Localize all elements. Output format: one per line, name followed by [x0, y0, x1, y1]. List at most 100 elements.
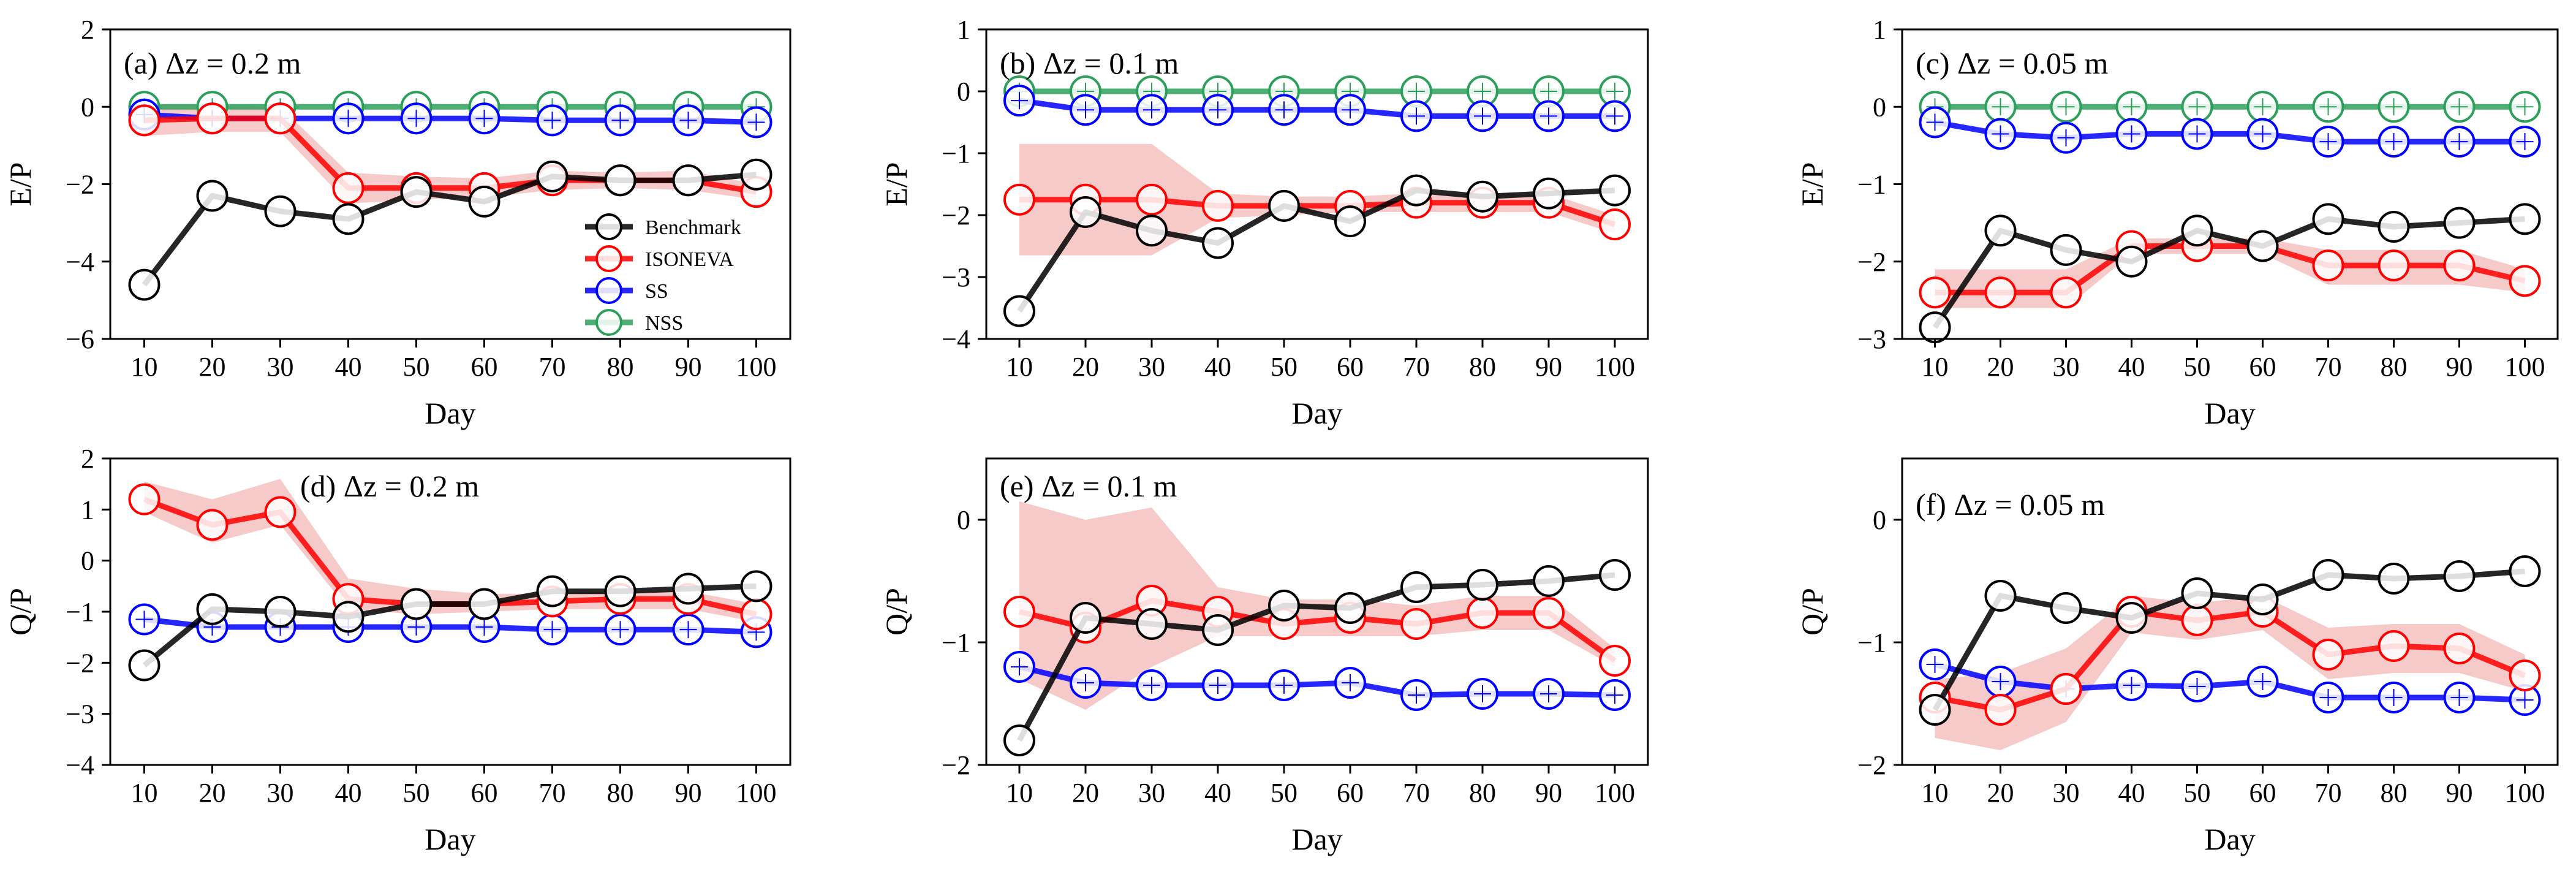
point-benchmark — [332, 601, 364, 633]
legend: Benchmark ISONEVA SS NSS — [585, 213, 741, 336]
y-tick-label: −2 — [1857, 750, 1886, 780]
point-benchmark — [1599, 174, 1631, 207]
series-line-ss — [1018, 664, 1615, 698]
x-tick-label: 20 — [1072, 778, 1099, 808]
panel-5: 10 20 30 40 50 60 70 80 90 100 −2 −1 0 Day Q/P (e) Δz =… — [879, 457, 1649, 856]
x-tick-label: 60 — [1337, 778, 1364, 808]
x-tick-label: 30 — [1138, 778, 1165, 808]
x-tick-label: 70 — [1403, 778, 1430, 808]
y-axis-label: Q/P — [3, 588, 37, 636]
y-tick-label: 2 — [81, 15, 94, 45]
panel-1: 10 20 30 40 50 60 70 80 90 100 −6 −4 −2 0 2 Day E/P (a) Δ… — [3, 15, 791, 430]
series-line-benchmark — [142, 583, 757, 667]
x-tick-label: 40 — [2118, 352, 2145, 382]
x-tick-label: 40 — [1204, 778, 1231, 808]
point-isoneva — [2181, 604, 2213, 636]
panel-label: (f) Δz = 0.05 m — [1916, 487, 2105, 522]
x-tick-label: 30 — [2053, 778, 2080, 808]
point-benchmark — [1003, 295, 1035, 327]
y-axis-label: E/P — [879, 162, 913, 206]
series-line-benchmark — [1017, 572, 1615, 742]
point-isoneva — [2050, 276, 2082, 309]
x-axis-label: Day — [425, 396, 475, 430]
point-benchmark — [264, 596, 297, 628]
x-tick-label: 60 — [471, 778, 498, 808]
y-tick-label: 0 — [957, 505, 970, 535]
point-benchmark — [1070, 602, 1101, 634]
legend-marker — [595, 245, 622, 272]
point-isoneva — [1136, 183, 1168, 216]
point-benchmark — [1268, 189, 1300, 222]
x-tick-label: 10 — [1006, 778, 1033, 808]
x-tick-label: 50 — [403, 778, 430, 808]
point-benchmark — [400, 176, 432, 208]
uncertainty-band — [144, 479, 757, 622]
y-tick-label: −2 — [942, 200, 970, 230]
point-benchmark — [2050, 234, 2082, 266]
y-tick-label: 0 — [1873, 505, 1886, 535]
point-isoneva — [2312, 249, 2344, 282]
y-tick-label: −4 — [66, 247, 94, 277]
y-tick-label: 1 — [957, 15, 970, 45]
point-benchmark — [740, 570, 772, 603]
point-benchmark — [1919, 694, 1951, 726]
series-line-benchmark — [1932, 568, 2525, 712]
x-tick-label: 50 — [1271, 352, 1297, 382]
point-benchmark — [536, 160, 568, 192]
x-tick-label: 40 — [335, 778, 362, 808]
y-tick-label: 1 — [81, 495, 94, 525]
point-benchmark — [604, 575, 636, 607]
y-tick-label: 2 — [81, 444, 94, 474]
panel-4: 10 20 30 40 50 60 70 80 90 100 −4 −3 −2 −1 0 1 2 Day Q/P (d… — [3, 444, 791, 856]
point-benchmark — [2443, 207, 2476, 239]
uncertainty-band — [1019, 143, 1615, 256]
x-tick-label: 40 — [2118, 778, 2145, 808]
point-isoneva — [2443, 633, 2476, 664]
x-tick-label: 40 — [335, 352, 362, 382]
axes-frame — [1901, 457, 2559, 766]
series-line-ss — [1019, 97, 1615, 119]
point-benchmark — [196, 180, 229, 212]
point-benchmark — [2246, 230, 2279, 262]
x-tick-label: 80 — [607, 352, 634, 382]
x-tick-label: 50 — [403, 352, 430, 382]
x-tick-label: 20 — [199, 778, 226, 808]
y-axis-label: Q/P — [1795, 588, 1829, 636]
legend-marker — [595, 309, 622, 336]
point-benchmark — [128, 649, 161, 682]
x-tick-label: 10 — [1922, 778, 1949, 808]
x-axis-label: Day — [2204, 396, 2255, 430]
x-tick-label: 90 — [1535, 778, 1562, 808]
x-tick-label: 10 — [1006, 352, 1033, 382]
point-benchmark — [332, 203, 364, 235]
point-benchmark — [1136, 215, 1168, 247]
x-tick-label: 60 — [2249, 778, 2276, 808]
x-tick-label: 10 — [131, 352, 158, 382]
x-tick-label: 60 — [1337, 352, 1364, 382]
point-benchmark — [1984, 215, 2017, 247]
point-benchmark — [536, 575, 568, 607]
x-tick-label: 80 — [2381, 778, 2408, 808]
x-tick-label: 70 — [2315, 778, 2342, 808]
point-benchmark — [1202, 227, 1234, 259]
series-line-benchmark — [142, 172, 757, 287]
y-tick-label: −1 — [1857, 628, 1886, 658]
x-tick-label: 90 — [1535, 352, 1562, 382]
panel-label: (b) Δz = 0.1 m — [1000, 46, 1179, 80]
panel-6: 10 20 30 40 50 60 70 80 90 100 −2 −1 0 Day Q/P (f) Δz =… — [1795, 457, 2559, 856]
panel-label: (c) Δz = 0.05 m — [1916, 46, 2109, 80]
point-benchmark — [1003, 724, 1035, 756]
point-benchmark — [1533, 177, 1565, 210]
x-tick-label: 90 — [2446, 352, 2473, 382]
y-tick-label: −3 — [66, 699, 94, 729]
uncertainty-band — [1935, 596, 2525, 750]
x-tick-label: 100 — [1595, 778, 1635, 808]
y-axis-label: E/P — [1795, 162, 1829, 206]
x-tick-label: 30 — [267, 778, 294, 808]
series-line-isoneva — [1019, 197, 1616, 227]
series-line-isoneva — [1935, 243, 2526, 295]
point-isoneva — [1984, 694, 2017, 726]
x-axis-label: Day — [1291, 822, 1342, 856]
x-tick-label: 70 — [539, 352, 566, 382]
